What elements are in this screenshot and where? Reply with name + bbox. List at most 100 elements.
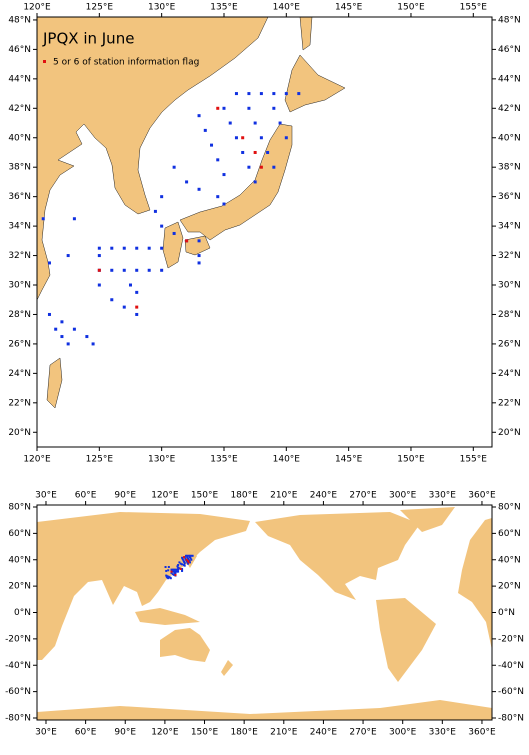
station xyxy=(135,246,139,250)
station xyxy=(47,312,51,316)
australia xyxy=(160,628,210,662)
station xyxy=(128,283,132,287)
station xyxy=(185,180,189,184)
x-tick-label: 300°E xyxy=(389,728,417,738)
x-tick-label: 150°E xyxy=(191,491,219,501)
x-tick-label: 360°E xyxy=(468,491,496,501)
y-tick-label: 22°N xyxy=(8,398,31,408)
y-tick-label: 42°N xyxy=(8,104,31,114)
x-tick-label: 270°E xyxy=(349,728,377,738)
y-tick-label: 20°N xyxy=(498,428,521,438)
x-tick-label: 125°E xyxy=(86,455,114,465)
x-tick-label: 135°E xyxy=(210,3,238,13)
legend-swatch xyxy=(43,60,46,63)
station xyxy=(203,128,207,132)
station xyxy=(172,231,176,235)
world-station xyxy=(167,575,170,578)
world-station xyxy=(188,554,191,557)
station xyxy=(247,106,251,110)
y-tick-label: 30°N xyxy=(498,281,521,291)
station xyxy=(160,246,164,250)
world-station xyxy=(187,561,190,564)
y-tick-label: 22°N xyxy=(498,398,521,408)
world-station xyxy=(185,558,188,561)
station xyxy=(66,254,70,258)
y-tick-label: 26°N xyxy=(498,339,521,349)
europe-west-africa xyxy=(458,518,492,650)
world-station xyxy=(187,562,190,565)
world-station xyxy=(165,574,168,577)
station xyxy=(247,165,251,169)
kyushu xyxy=(162,221,184,269)
world-station xyxy=(173,568,176,571)
world-station xyxy=(167,577,170,580)
station xyxy=(147,268,151,272)
world-station xyxy=(167,569,170,572)
indonesia xyxy=(135,608,200,625)
station xyxy=(60,335,64,339)
world-station xyxy=(174,568,177,571)
regional-land xyxy=(36,16,492,447)
x-tick-label: 130°E xyxy=(148,455,176,465)
antarctica xyxy=(37,700,492,720)
x-tick-label: 125°E xyxy=(86,3,114,13)
station xyxy=(210,143,214,147)
station xyxy=(228,121,232,125)
y-tick-label: -20°N xyxy=(5,634,31,644)
station xyxy=(259,92,263,96)
y-tick-label: 44°N xyxy=(8,74,31,84)
x-tick-label: 210°E xyxy=(270,728,298,738)
y-tick-label: 24°N xyxy=(498,369,521,379)
world-station xyxy=(183,562,186,565)
world-station xyxy=(177,570,180,573)
world-station xyxy=(190,558,193,561)
station xyxy=(253,121,257,125)
x-tick-label: 330°E xyxy=(429,728,457,738)
world-station xyxy=(181,556,184,559)
station xyxy=(266,150,270,154)
station xyxy=(60,320,64,324)
y-tick-label: 42°N xyxy=(498,104,521,114)
y-tick-label: 28°N xyxy=(8,310,31,320)
y-tick-label: 38°N xyxy=(498,163,521,173)
x-tick-label: 155°E xyxy=(460,455,488,465)
y-tick-label: 38°N xyxy=(8,163,31,173)
south-america xyxy=(376,598,436,682)
station xyxy=(135,312,139,316)
world-station xyxy=(190,554,193,557)
y-tick-label: -20°N xyxy=(498,634,524,644)
station xyxy=(110,268,114,272)
world-station xyxy=(184,557,187,560)
y-tick-label: 20°N xyxy=(8,582,31,592)
x-tick-label: 150°E xyxy=(191,728,219,738)
station xyxy=(72,217,76,221)
world-station xyxy=(176,565,179,568)
station xyxy=(97,254,101,258)
station xyxy=(147,246,151,250)
mainland xyxy=(36,16,269,301)
world-station xyxy=(167,566,170,569)
world-station xyxy=(165,569,168,572)
station xyxy=(241,136,245,140)
world-station xyxy=(169,577,172,580)
world-land xyxy=(37,505,492,720)
station xyxy=(160,195,164,199)
world-station xyxy=(164,566,167,569)
station xyxy=(110,246,114,250)
x-tick-label: 120°E xyxy=(23,3,51,13)
station xyxy=(160,268,164,272)
world-station xyxy=(185,560,188,563)
station xyxy=(241,150,245,154)
station xyxy=(135,268,139,272)
station xyxy=(259,136,263,140)
world-station xyxy=(174,573,177,576)
x-tick-label: 240°E xyxy=(310,728,338,738)
x-tick-label: 145°E xyxy=(335,455,363,465)
x-tick-label: 120°E xyxy=(23,455,51,465)
world-station xyxy=(178,567,181,570)
y-tick-label: 40°N xyxy=(498,555,521,565)
world-station xyxy=(175,568,178,571)
y-tick-label: 0°N xyxy=(14,608,31,618)
x-tick-label: 135°E xyxy=(210,455,238,465)
y-tick-label: -60°N xyxy=(5,687,31,697)
